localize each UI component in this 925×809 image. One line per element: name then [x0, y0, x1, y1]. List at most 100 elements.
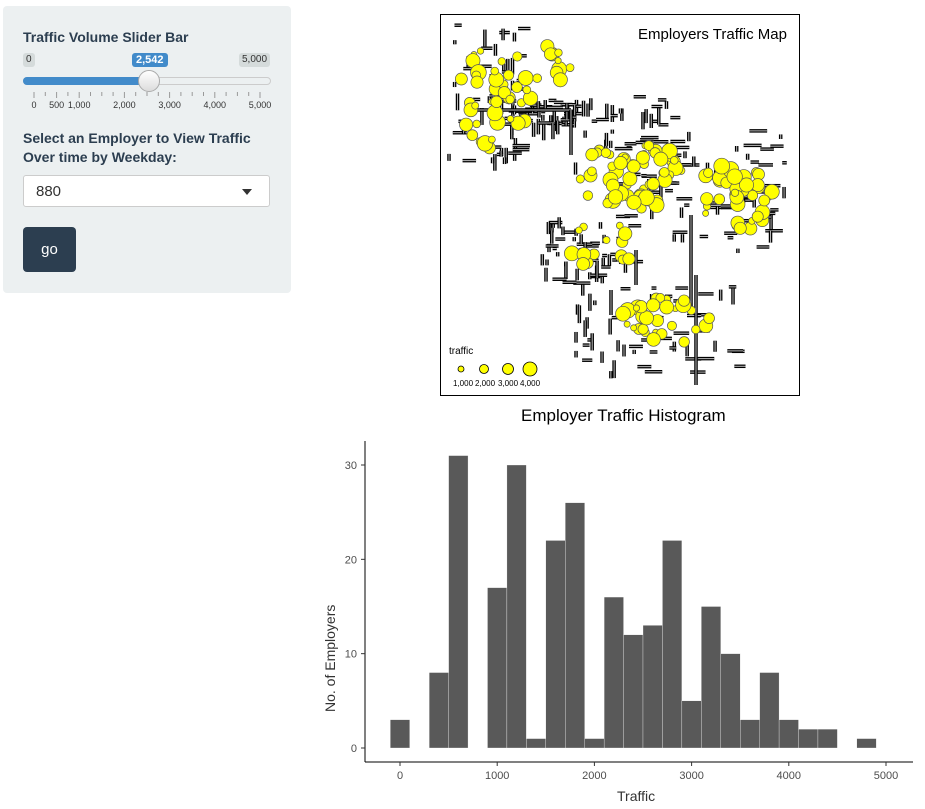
employer-point	[713, 193, 726, 205]
employer-point	[751, 210, 764, 223]
histogram-bar	[448, 455, 469, 749]
legend-circle-4000	[522, 361, 538, 377]
employer-point	[700, 192, 714, 206]
legend-label: 4,000	[520, 379, 541, 388]
employer-point	[575, 174, 585, 184]
sidebar-panel: Traffic Volume Slider Bar 0 5,000 2,542 …	[3, 6, 291, 293]
slider-current-value: 2,542	[132, 53, 168, 67]
x-tick-label: 3000	[679, 770, 703, 782]
employer-point	[764, 184, 780, 200]
employer-point	[635, 150, 650, 165]
employer-point	[670, 156, 679, 165]
y-tick-label: 20	[345, 554, 357, 566]
employer-point	[490, 95, 503, 108]
employer-point	[582, 190, 594, 201]
histogram-bar	[701, 606, 721, 749]
employer-point	[532, 73, 542, 83]
employer-select-label: Select an Employer to View Traffic Over …	[23, 130, 251, 165]
employer-select-value: 880	[36, 183, 62, 200]
histogram-bar	[603, 596, 624, 749]
employer-point	[703, 312, 715, 324]
employer-point	[459, 117, 474, 132]
employer-point	[490, 66, 499, 76]
employer-point	[472, 119, 481, 129]
histogram-bar	[642, 625, 663, 749]
employer-point	[703, 167, 714, 178]
employer-point	[623, 320, 631, 328]
go-button[interactable]: go	[23, 227, 76, 272]
employer-point	[575, 226, 583, 235]
employer-point	[470, 75, 484, 89]
employer-point	[713, 157, 730, 175]
histogram-bar	[526, 738, 546, 749]
histogram-x-axis-label: Traffic	[617, 788, 656, 804]
histogram-bar	[487, 587, 508, 749]
employer-point	[626, 159, 641, 174]
employer-point	[554, 57, 562, 65]
employer-point	[622, 252, 636, 266]
histogram-bar	[740, 719, 760, 749]
employer-point	[585, 148, 599, 162]
map-legend-title: traffic	[449, 346, 474, 357]
histogram-bar	[720, 653, 741, 749]
employer-point	[576, 257, 590, 271]
employer-point	[552, 72, 568, 88]
employer-point	[497, 57, 506, 66]
slider-fill	[23, 77, 150, 85]
histogram-bar	[584, 738, 605, 749]
employer-point	[639, 310, 654, 326]
map-title: Employers Traffic Map	[638, 26, 787, 43]
slider-min-label: 0	[23, 53, 35, 67]
employer-point	[646, 177, 660, 191]
employer-point	[554, 48, 563, 57]
employer-point	[643, 140, 655, 151]
x-tick-label: 2000	[582, 770, 606, 782]
histogram-y-axis-label: No. of Employers	[322, 604, 338, 712]
employer-point	[702, 209, 710, 217]
employer-point	[522, 85, 532, 95]
legend-circle-3000	[502, 363, 514, 375]
map-legend-symbols	[457, 361, 538, 377]
employer-point	[607, 189, 624, 205]
employer-point	[617, 226, 633, 241]
employer-point	[739, 177, 754, 193]
map-employer-points	[454, 39, 780, 348]
legend-circle-2000	[479, 364, 489, 374]
employer-select[interactable]: 880	[23, 175, 270, 207]
employer-point	[678, 336, 690, 348]
chevron-down-icon[interactable]	[242, 189, 252, 195]
histogram-bar	[506, 464, 527, 749]
employer-point	[622, 171, 638, 187]
histogram-bar	[856, 738, 877, 749]
slider-ticks: 0 500 1,000 2,000 3,000 4,000 5,000	[31, 92, 272, 110]
employer-point	[667, 320, 677, 331]
slider-tick-label: 5,000	[249, 100, 272, 110]
histogram-bar	[545, 540, 566, 749]
slider-tick-label: 4,000	[204, 100, 227, 110]
employer-point	[646, 298, 661, 313]
employer-point	[600, 147, 611, 158]
x-tick-label: 4000	[777, 770, 801, 782]
employer-point	[678, 294, 691, 307]
employer-point	[659, 167, 670, 178]
employer-point	[506, 115, 515, 123]
legend-label: 1,000	[453, 379, 474, 388]
y-tick-label: 0	[351, 743, 357, 755]
y-tick-label: 10	[345, 649, 357, 661]
map-canvas	[447, 23, 787, 385]
employer-point	[602, 236, 611, 244]
employer-point	[476, 47, 485, 55]
histogram-bar	[662, 540, 683, 749]
x-tick-label: 1000	[485, 770, 509, 782]
histogram-bar	[565, 502, 585, 749]
histogram-bar	[623, 634, 644, 749]
employer-point	[691, 324, 701, 335]
employer-point	[488, 135, 496, 144]
slider-tick-label: 2,000	[113, 100, 136, 110]
legend-label: 3,000	[498, 379, 519, 388]
employer-point	[497, 86, 511, 100]
employer-point	[653, 151, 669, 167]
legend-label: 2,000	[475, 379, 496, 388]
histogram-bar	[798, 728, 819, 749]
slider-handle[interactable]	[138, 70, 161, 92]
